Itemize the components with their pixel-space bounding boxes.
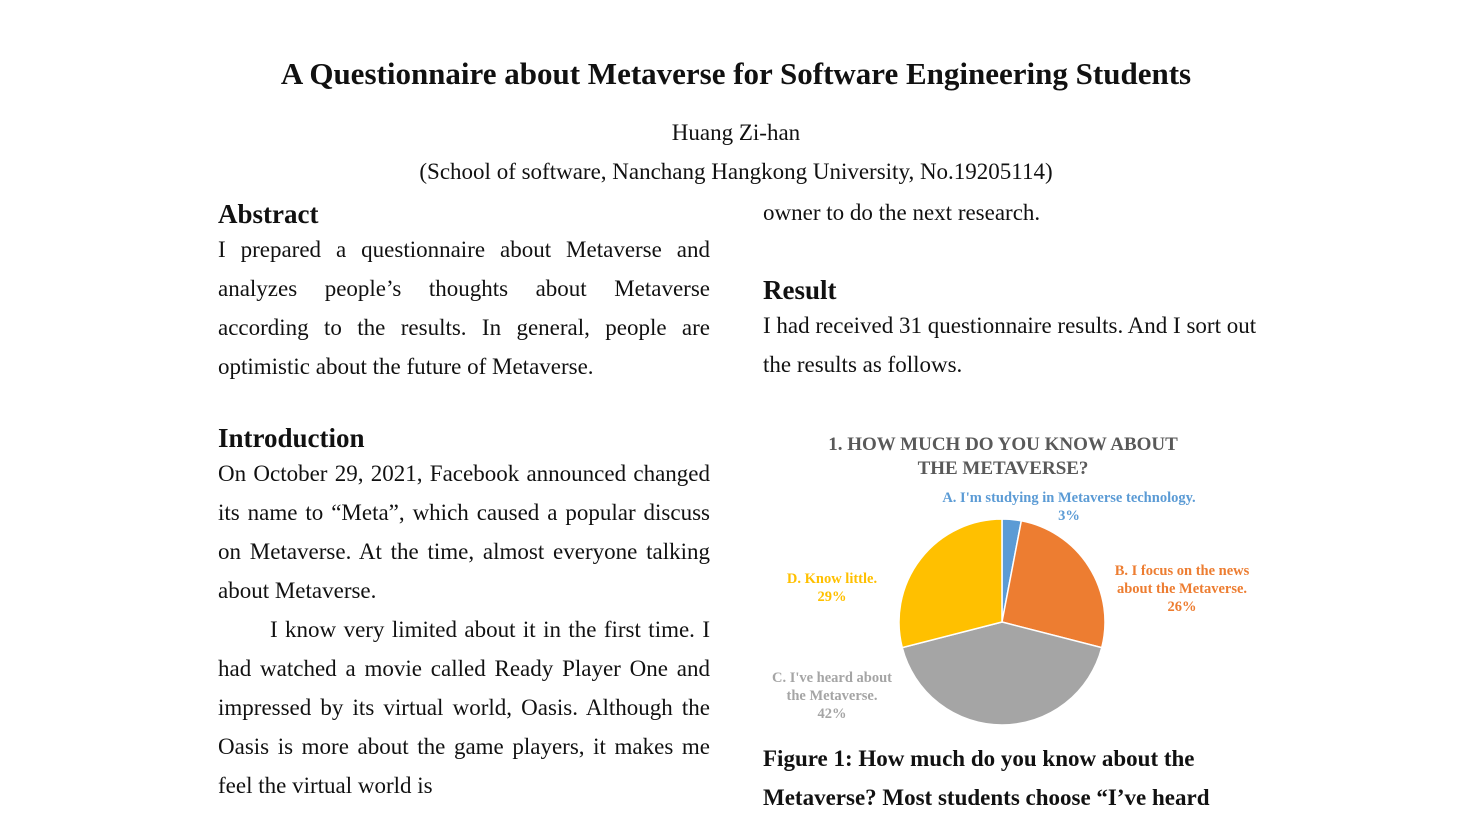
pie-slices bbox=[898, 518, 1106, 726]
abstract-text: I prepared a questionnaire about Metaver… bbox=[218, 237, 710, 379]
pie-label-d-line-2: 29% bbox=[818, 589, 847, 605]
pie-label-c-line-2: the Metaverse. bbox=[787, 688, 878, 704]
result-heading: Result bbox=[763, 275, 837, 305]
introduction-heading: Introduction bbox=[218, 423, 365, 453]
result-text: I had received 31 questionnaire results.… bbox=[763, 313, 1257, 377]
pie-label-d-line-1: D. Know little. bbox=[787, 571, 877, 587]
pie-chart: 1. HOW MUCH DO YOU KNOW ABOUT THE METAVE… bbox=[763, 428, 1263, 738]
author-affiliation: (School of software, Nanchang Hangkong U… bbox=[419, 159, 1053, 184]
author-name: Huang Zi-han bbox=[671, 120, 801, 145]
pie-label-c-line-3: 42% bbox=[818, 706, 847, 722]
chart-title-line-2: THE METAVERSE? bbox=[918, 458, 1089, 479]
continuation-text: owner to do the next research. bbox=[763, 200, 1041, 225]
pie-label-b-line-2: about the Metaverse. bbox=[1117, 581, 1247, 597]
pie-slice-c bbox=[901, 621, 1103, 726]
introduction-paragraph-2: I know very limited about it in the firs… bbox=[218, 617, 710, 798]
abstract-heading: Abstract bbox=[218, 199, 319, 229]
pie-chart-svg: 1. HOW MUCH DO YOU KNOW ABOUT THE METAVE… bbox=[772, 434, 1250, 726]
pie-label-a-line-2: 3% bbox=[1058, 508, 1080, 524]
section-spacer bbox=[218, 386, 710, 425]
pie-labels: A. I'm studying in Metaverse technology.… bbox=[772, 490, 1250, 722]
chart-title-line-1: 1. HOW MUCH DO YOU KNOW ABOUT bbox=[828, 434, 1178, 455]
paper-title: A Questionnaire about Metaverse for Soft… bbox=[280, 56, 1192, 91]
right-column: owner to do the next research. Result I … bbox=[763, 198, 1263, 384]
pie-slice-d bbox=[898, 518, 1003, 649]
pie-slice-b bbox=[1001, 519, 1106, 649]
introduction-paragraph-1: On October 29, 2021, Facebook announced … bbox=[218, 461, 710, 603]
pie-label-b-line-1: B. I focus on the news bbox=[1115, 563, 1250, 579]
figure-caption: Figure 1: How much do you know about the… bbox=[763, 746, 1210, 810]
pie-label-a-line-1: A. I'm studying in Metaverse technology. bbox=[942, 490, 1195, 506]
left-column: Abstract I prepared a questionnaire abou… bbox=[218, 198, 710, 805]
pie-label-c-line-1: C. I've heard about bbox=[772, 670, 892, 686]
pie-label-b-line-3: 26% bbox=[1168, 599, 1197, 615]
section-spacer bbox=[763, 232, 1263, 274]
